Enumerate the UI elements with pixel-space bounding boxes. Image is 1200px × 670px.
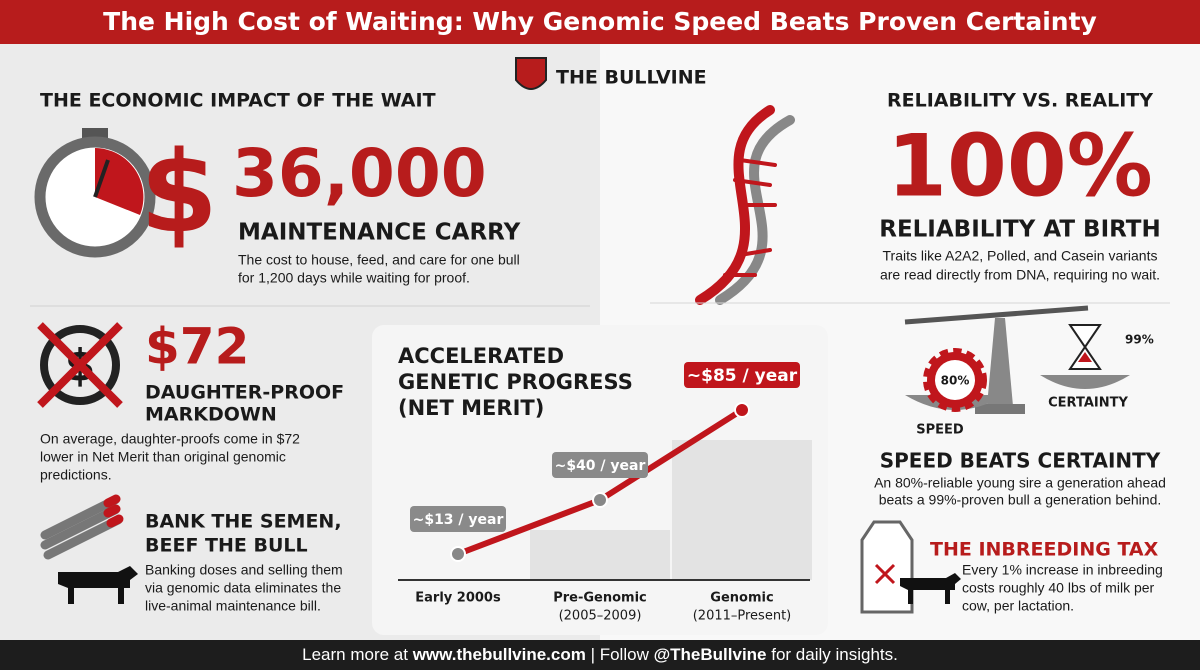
description: Banking doses and selling them [145,562,343,578]
description: are read directly from DNA, requiring no… [880,267,1160,283]
crossed-dollar-icon: $ [37,322,123,408]
header-bar [0,0,1200,44]
description: lower in Net Merit than original genomic [40,449,286,465]
description: The cost to house, feed, and care for on… [238,252,520,268]
footer-handle: @TheBullvine [654,645,767,664]
dna-icon [695,105,795,305]
point [450,546,466,562]
title: The High Cost of Waiting: Why Genomic Sp… [103,7,1097,36]
figure-title: RELIABILITY AT BIRTH [879,217,1161,243]
value-label: ~$40 / year [555,458,646,474]
line-chart: ~$13 / year Early 2000s ~$40 / year Pre-Gen… [398,362,812,624]
big-figure: 36,000 [232,135,487,212]
description: On average, daughter-proofs come in $72 [40,431,300,447]
cow-icon [58,566,138,604]
footer-part: Learn more at [302,645,413,664]
logo-text: THE BULLVINE [556,67,707,89]
scale-label: CERTAINTY [1048,396,1128,411]
x-tick-label: Pre-Genomic [553,591,647,606]
scale-label: SPEED [916,423,964,438]
scale-icon [904,305,1130,414]
figure-title: SPEED BEATS CERTAINTY [880,449,1161,473]
figure-title: MARKDOWN [145,404,277,426]
figure-title: BEEF THE BULL [145,535,308,557]
figure-title: BANK THE SEMEN, [145,511,342,533]
chart-title: ACCELERATED [398,344,564,368]
value-label-box [410,506,506,532]
cow-icon [900,573,961,604]
section-heading: RELIABILITY VS. REALITY [887,90,1153,112]
pct-label: 80% [941,374,970,388]
x-tick-label: Genomic [710,591,773,606]
description: Traits like A2A2, Polled, and Casein var… [883,248,1158,264]
description: predictions. [40,467,112,483]
chart-title: GENETIC PROGRESS [398,370,633,394]
value-column [672,440,812,580]
figure-title: DAUGHTER-PROOF [145,382,344,404]
footer-link: www.thebullvine.com [412,645,586,664]
point [734,402,750,418]
description: An 80%-reliable young sire a generation … [874,475,1166,491]
big-figure: $72 [145,318,249,376]
description: beats a 99%-proven bull a generation beh… [879,492,1162,508]
value-column [530,530,670,580]
value-label: ~$13 / year [413,512,504,528]
chart-title: (NET MERIT) [398,396,544,420]
footer-text: Learn more at www.thebullvine.com | Foll… [302,645,898,664]
footer-part: | Follow [586,645,654,664]
description: live-animal maintenance bill. [145,598,321,614]
value-label: ~$85 / year [687,366,798,386]
x-tick-label: Early 2000s [415,591,501,606]
logo-icon [515,57,547,90]
description: via genomic data eliminates the [145,580,341,596]
big-figure: 100% [887,116,1153,216]
footer-part: for daily insights. [767,645,898,664]
currency-sign: $ [140,128,218,258]
x-tick-note: (2011–Present) [693,609,792,624]
description: costs roughly 40 lbs of milk per [962,580,1155,596]
figure-title: MAINTENANCE CARRY [238,220,521,246]
milk-carton-icon [860,520,914,614]
pct-label: 99% [1125,333,1154,347]
section-heading: THE ECONOMIC IMPACT OF THE WAIT [40,90,436,112]
value-label-box [552,452,648,478]
x-tick-note: (2005–2009) [559,609,642,624]
value-label-box [684,362,800,388]
stopwatch-icon [34,128,156,258]
straws-icon [40,494,124,560]
point [592,492,608,508]
figure-title: THE INBREEDING TAX [930,539,1159,561]
footer-bar [0,640,1200,670]
description: Every 1% increase in inbreeding [962,562,1163,578]
description: for 1,200 days while waiting for proof. [238,270,470,286]
description: cow, per lactation. [962,598,1074,614]
